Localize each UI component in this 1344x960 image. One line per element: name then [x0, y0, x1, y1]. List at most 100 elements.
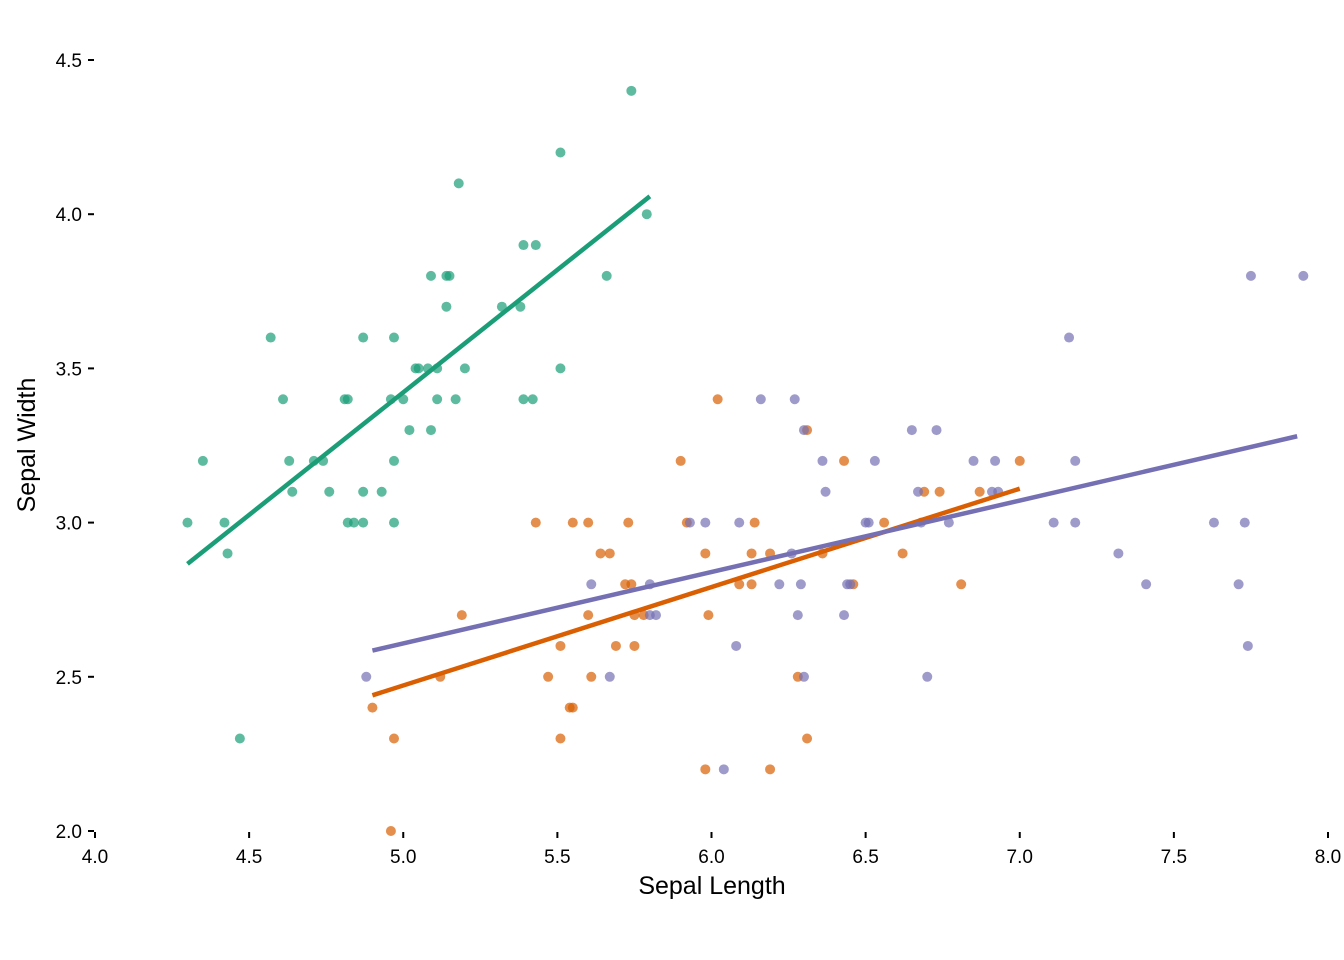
y-tick-label: 2.0: [56, 822, 82, 843]
data-point: [675, 455, 686, 466]
data-point: [700, 764, 711, 775]
data-point: [358, 486, 369, 497]
data-point: [515, 301, 526, 312]
data-point: [1113, 548, 1124, 559]
data-point: [234, 733, 245, 744]
data-point: [974, 486, 985, 497]
data-point: [432, 394, 443, 405]
data-point: [839, 455, 850, 466]
y-tick-label: 4.5: [56, 51, 82, 72]
data-point: [845, 579, 856, 590]
data-point: [441, 301, 452, 312]
data-point: [922, 671, 933, 682]
data-point: [425, 425, 436, 436]
data-point: [567, 702, 578, 713]
data-point: [734, 579, 745, 590]
data-point: [1298, 270, 1309, 281]
data-point: [555, 147, 566, 158]
data-point: [413, 363, 424, 374]
data-point: [734, 517, 745, 528]
data-point: [1239, 517, 1250, 528]
data-point: [530, 517, 541, 528]
data-point: [879, 517, 890, 528]
data-point: [684, 517, 695, 528]
data-point: [792, 610, 803, 621]
data-point: [425, 270, 436, 281]
data-point: [817, 455, 828, 466]
data-point: [376, 486, 387, 497]
data-point: [361, 671, 372, 682]
data-point: [601, 270, 612, 281]
data-point: [798, 425, 809, 436]
data-point: [385, 826, 396, 836]
data-point: [746, 579, 757, 590]
data-point: [265, 332, 276, 343]
data-point: [284, 455, 295, 466]
data-point: [731, 640, 742, 651]
data-point: [798, 671, 809, 682]
data-point: [453, 178, 464, 189]
data-point: [583, 610, 594, 621]
data-point: [555, 733, 566, 744]
fit-line: [371, 486, 1021, 698]
y-tick-label: 4.0: [56, 205, 82, 226]
data-point: [450, 394, 461, 405]
data-point: [712, 394, 723, 405]
fit-line: [371, 434, 1298, 653]
data-point: [641, 209, 652, 220]
data-point: [839, 610, 850, 621]
data-point: [820, 486, 831, 497]
x-tick-label: 6.0: [698, 847, 724, 868]
data-point: [990, 455, 1001, 466]
data-point: [906, 425, 917, 436]
data-point: [278, 394, 289, 405]
points-layer: [182, 85, 1309, 836]
data-point: [863, 517, 874, 528]
data-point: [1208, 517, 1219, 528]
y-axis-title: Sepal Width: [13, 378, 41, 513]
data-point: [968, 455, 979, 466]
data-point: [700, 517, 711, 528]
data-point: [182, 517, 193, 528]
data-point: [718, 764, 729, 775]
data-point: [358, 332, 369, 343]
data-point: [802, 733, 813, 744]
data-point: [222, 548, 233, 559]
data-point: [555, 640, 566, 651]
fit-line: [186, 194, 652, 566]
data-point: [943, 517, 954, 528]
data-point: [459, 363, 470, 374]
y-tick-label: 3.5: [56, 359, 82, 380]
data-point: [700, 548, 711, 559]
data-point: [586, 671, 597, 682]
data-point: [604, 548, 615, 559]
data-point: [444, 270, 455, 281]
data-point: [626, 579, 637, 590]
data-point: [197, 455, 208, 466]
x-axis-title: Sepal Length: [638, 872, 785, 900]
data-point: [774, 579, 785, 590]
data-point: [789, 394, 800, 405]
data-point: [703, 610, 714, 621]
data-point: [626, 85, 637, 96]
data-point: [456, 610, 467, 621]
data-point: [623, 517, 634, 528]
data-point: [567, 517, 578, 528]
data-point: [1048, 517, 1059, 528]
data-point: [583, 517, 594, 528]
data-point: [795, 579, 806, 590]
data-point: [1070, 517, 1081, 528]
y-tick-label: 3.0: [56, 514, 82, 535]
data-point: [604, 671, 615, 682]
x-tick-label: 7.5: [1161, 847, 1187, 868]
data-point: [543, 671, 554, 682]
data-point: [765, 764, 776, 775]
data-point: [869, 455, 880, 466]
data-point: [610, 640, 621, 651]
x-tick-label: 7.0: [1007, 847, 1033, 868]
data-point: [1242, 640, 1253, 651]
data-point: [404, 425, 415, 436]
data-point: [913, 486, 924, 497]
data-point: [1014, 455, 1025, 466]
